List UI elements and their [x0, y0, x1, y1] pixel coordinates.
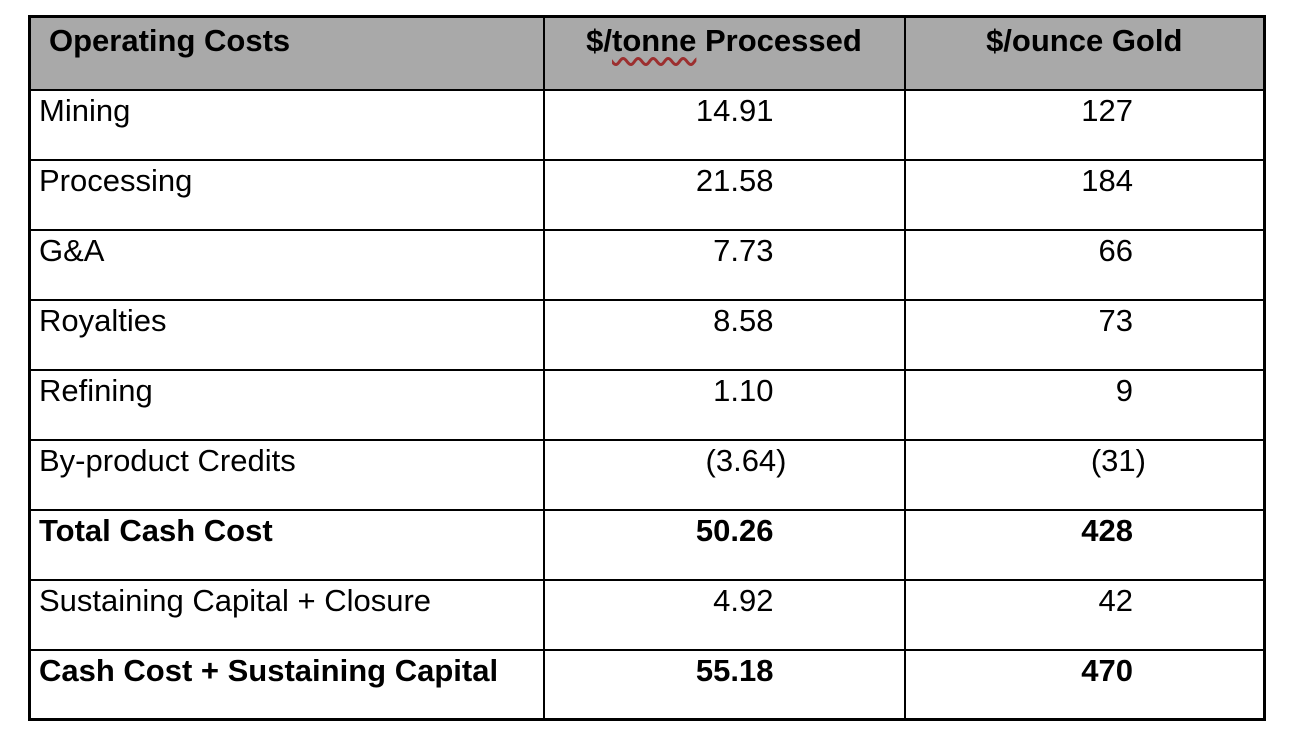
cell-per-tonne: 21.58 [542, 158, 906, 231]
column-header-operating-costs: Operating Costs [28, 15, 545, 91]
cell-per-ounce: 184 [903, 158, 1266, 231]
row-byproduct-credits: By-product Credits (3.64) (31) [28, 438, 1266, 511]
cell-per-ounce: 9 [903, 368, 1266, 441]
row-sustaining-capital-closure: Sustaining Capital + Closure 4.92 42 [28, 578, 1266, 651]
row-mining: Mining 14.91 127 [28, 88, 1266, 161]
row-royalties: Royalties 8.58 73 [28, 298, 1266, 371]
misspelled-word-tonne: tonne [612, 23, 697, 58]
cell-per-tonne: 4.92 [542, 578, 906, 651]
header-row: Operating Costs $/tonne Processed $/ounc… [28, 15, 1266, 91]
cell-label: Sustaining Capital + Closure [28, 578, 545, 651]
cell-per-ounce: (31) [903, 438, 1266, 511]
cell-label: Refining [28, 368, 545, 441]
cell-per-tonne: 7.73 [542, 228, 906, 301]
header-label-per-tonne-prefix: $/ [586, 23, 613, 58]
row-ga: G&A 7.73 66 [28, 228, 1266, 301]
cell-label: Royalties [28, 298, 545, 371]
column-header-per-ounce: $/ounce Gold [903, 15, 1266, 91]
cell-per-tonne: 14.91 [542, 88, 906, 161]
cell-per-tonne: 55.18 [542, 648, 906, 721]
header-label-per-ounce: $/ounce Gold [986, 23, 1183, 58]
operating-costs-table: Operating Costs $/tonne Processed $/ounc… [28, 15, 1266, 721]
cell-label: By-product Credits [28, 438, 545, 511]
cell-per-tonne: (3.64) [542, 438, 906, 511]
cell-per-tonne: 8.58 [542, 298, 906, 371]
cell-label: G&A [28, 228, 545, 301]
column-header-per-tonne: $/tonne Processed [542, 15, 906, 91]
cell-per-tonne: 50.26 [542, 508, 906, 581]
cell-label: Total Cash Cost [28, 508, 545, 581]
table-body: Mining 14.91 127 Processing 21.58 184 G&… [28, 88, 1266, 721]
cell-per-ounce: 42 [903, 578, 1266, 651]
cell-label: Cash Cost + Sustaining Capital [28, 648, 545, 721]
row-refining: Refining 1.10 9 [28, 368, 1266, 441]
cell-per-ounce: 66 [903, 228, 1266, 301]
table-header: Operating Costs $/tonne Processed $/ounc… [28, 15, 1266, 91]
row-cash-cost-sustaining-capital: Cash Cost + Sustaining Capital 55.18 470 [28, 648, 1266, 721]
cell-per-ounce: 470 [903, 648, 1266, 721]
cell-per-ounce: 127 [903, 88, 1266, 161]
header-label-operating-costs: Operating Costs [49, 23, 291, 58]
row-processing: Processing 21.58 184 [28, 158, 1266, 231]
header-label-per-tonne-suffix: Processed [696, 23, 862, 58]
cell-label: Processing [28, 158, 545, 231]
row-total-cash-cost: Total Cash Cost 50.26 428 [28, 508, 1266, 581]
cell-per-tonne: 1.10 [542, 368, 906, 441]
cell-per-ounce: 73 [903, 298, 1266, 371]
cell-per-ounce: 428 [903, 508, 1266, 581]
cell-label: Mining [28, 88, 545, 161]
